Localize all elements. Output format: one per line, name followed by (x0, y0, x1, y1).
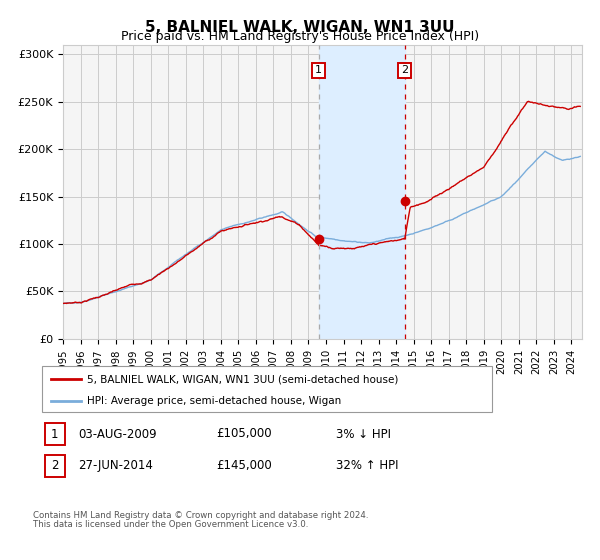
Text: 27-JUN-2014: 27-JUN-2014 (78, 459, 153, 473)
Text: 5, BALNIEL WALK, WIGAN, WN1 3UU (semi-detached house): 5, BALNIEL WALK, WIGAN, WN1 3UU (semi-de… (87, 375, 398, 385)
Text: 03-AUG-2009: 03-AUG-2009 (78, 427, 157, 441)
Text: This data is licensed under the Open Government Licence v3.0.: This data is licensed under the Open Gov… (33, 520, 308, 529)
Text: £105,000: £105,000 (216, 427, 272, 441)
Bar (319, 45, 405, 339)
Text: Price paid vs. HM Land Registry's House Price Index (HPI): Price paid vs. HM Land Registry's House … (121, 30, 479, 43)
Text: 2: 2 (51, 459, 59, 473)
Text: 5, BALNIEL WALK, WIGAN, WN1 3UU: 5, BALNIEL WALK, WIGAN, WN1 3UU (145, 20, 455, 35)
Text: 2: 2 (401, 66, 408, 76)
Text: 3% ↓ HPI: 3% ↓ HPI (336, 427, 391, 441)
Text: 32% ↑ HPI: 32% ↑ HPI (336, 459, 398, 473)
Text: HPI: Average price, semi-detached house, Wigan: HPI: Average price, semi-detached house,… (87, 396, 341, 407)
Text: 1: 1 (315, 66, 322, 76)
Text: £145,000: £145,000 (216, 459, 272, 473)
Text: 1: 1 (51, 427, 59, 441)
Text: Contains HM Land Registry data © Crown copyright and database right 2024.: Contains HM Land Registry data © Crown c… (33, 511, 368, 520)
